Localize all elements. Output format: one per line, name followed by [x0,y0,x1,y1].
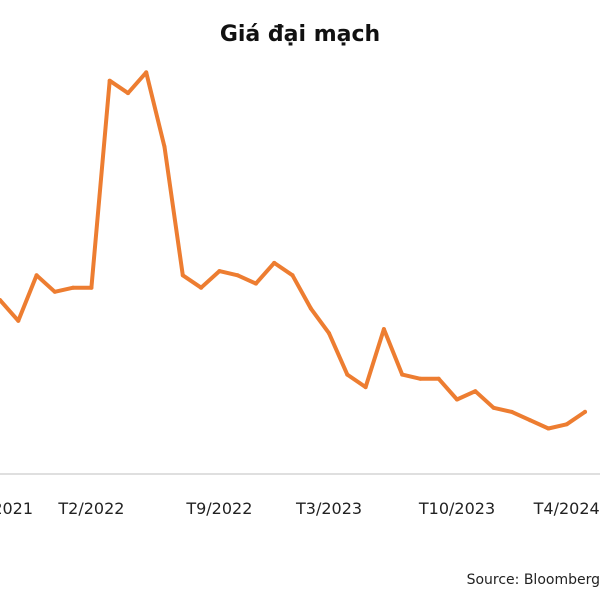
x-tick-label: T2/2022 [57,499,124,518]
data-point [290,273,295,278]
data-point [253,281,258,286]
data-point [528,418,533,423]
data-point [235,273,240,278]
chart-title: Giá đại mạch [219,22,381,47]
x-tick-label: T4/2024 [533,499,600,518]
data-point [436,376,441,381]
x-tick-label: T9/2021 [0,499,33,518]
data-point [546,426,551,431]
data-point [327,331,331,336]
data-point [0,298,2,303]
x-tick-label: T9/2022 [185,499,252,518]
x-tick-label: T10/2023 [418,499,495,518]
data-point [308,306,313,311]
data-point [363,385,368,390]
source-note: Source: Bloomberg [466,572,600,588]
data-point [107,78,112,83]
series-line [0,70,587,431]
data-point [345,372,350,377]
data-point [564,422,569,427]
data-point [381,327,386,332]
data-point [583,409,587,414]
data-point [473,389,478,394]
data-point [455,397,459,402]
data-point [126,91,130,96]
data-point [52,289,57,294]
data-point [144,70,149,75]
data-point [418,376,423,381]
data-point [509,409,514,414]
x-tick-label: T3/2023 [295,499,362,518]
data-point [491,405,496,410]
data-point [162,144,167,149]
data-point [71,285,76,290]
data-point [272,260,277,265]
data-point [400,372,405,377]
data-point [180,273,185,278]
data-point [199,285,204,290]
data-point [217,269,222,274]
data-point [89,285,94,290]
data-point [34,273,39,278]
data-point [16,318,21,323]
